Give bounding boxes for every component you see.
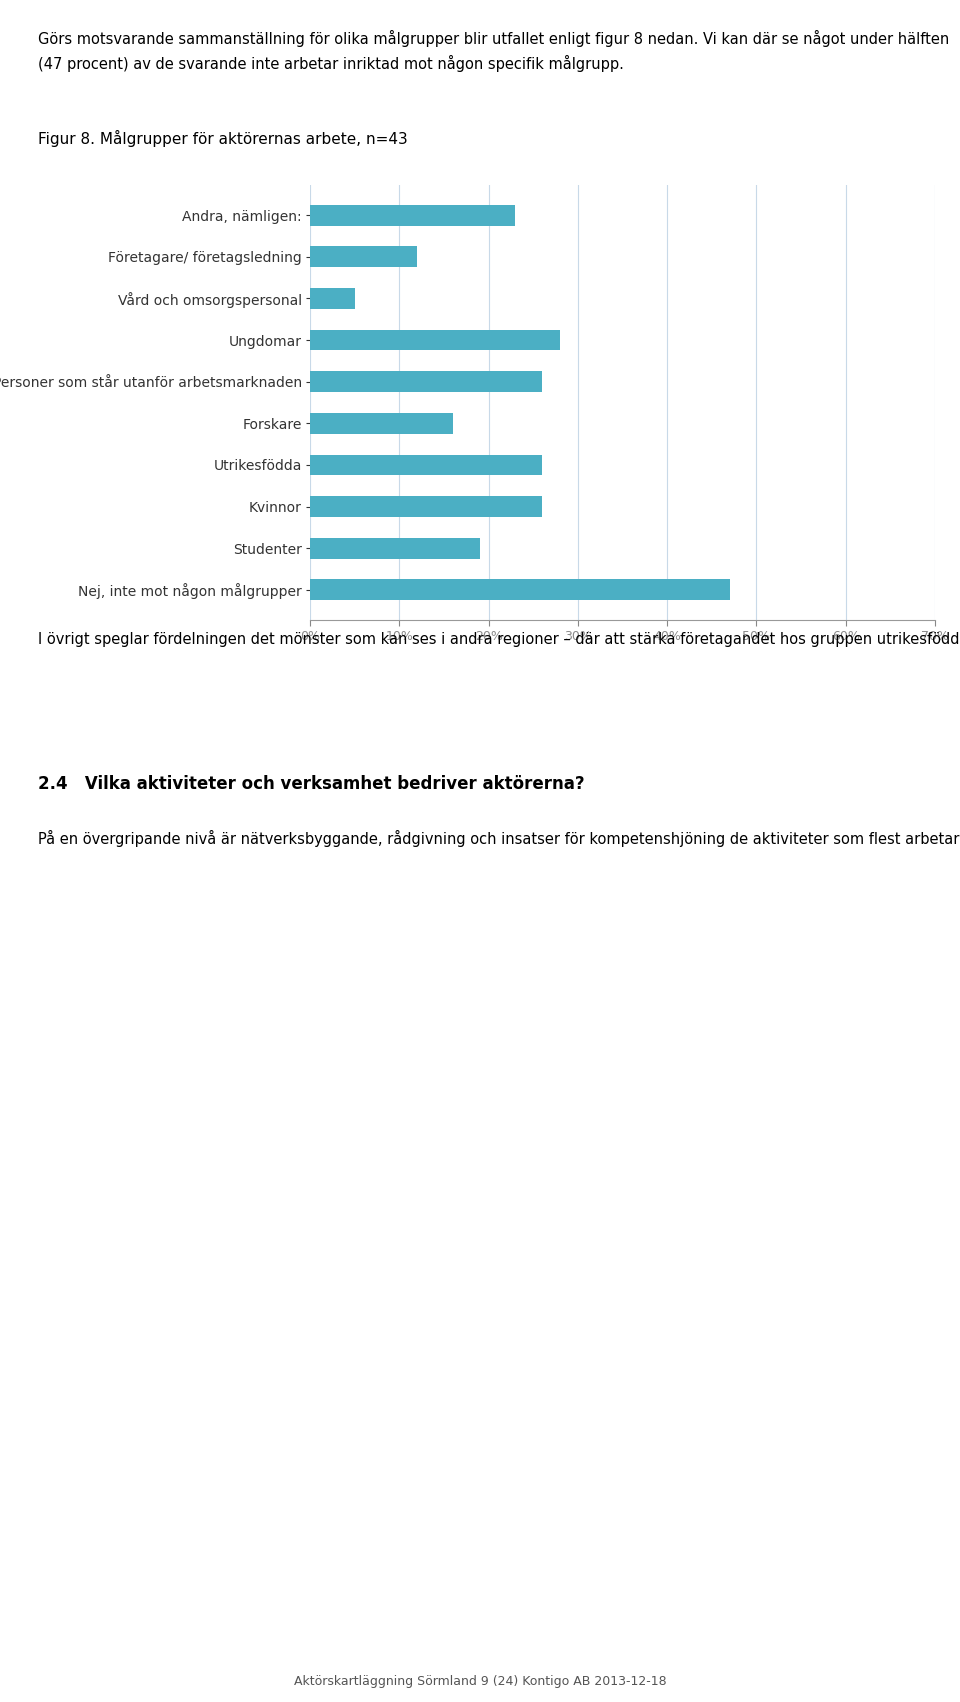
Bar — [310, 204, 516, 226]
Bar — [310, 288, 354, 308]
Text: Figur 8. Målgrupper för aktörernas arbete, n=43: Figur 8. Målgrupper för aktörernas arbet… — [38, 129, 408, 146]
Text: 2.4   Vilka aktiviteter och verksamhet bedriver aktörerna?: 2.4 Vilka aktiviteter och verksamhet bed… — [38, 774, 585, 793]
Bar — [310, 538, 480, 558]
Bar — [310, 454, 542, 475]
Text: På en övergripande nivå är nätverksbyggande, rådgivning och insatser för kompete: På en övergripande nivå är nätverksbygga… — [38, 831, 960, 848]
Text: I övrigt speglar fördelningen det mönster som kan ses i andra regioner – där att: I övrigt speglar fördelningen det mönste… — [38, 630, 960, 647]
Bar — [310, 247, 418, 267]
Bar — [310, 579, 730, 601]
Bar — [310, 371, 542, 391]
Text: Görs motsvarande sammanställning för olika målgrupper blir utfallet enligt figur: Görs motsvarande sammanställning för oli… — [38, 31, 949, 73]
Text: Aktörskartläggning Sörmland 9 (24) Kontigo AB 2013-12-18: Aktörskartläggning Sörmland 9 (24) Konti… — [294, 1675, 666, 1688]
Bar — [310, 414, 453, 434]
Bar — [310, 330, 560, 351]
Bar — [310, 497, 542, 517]
